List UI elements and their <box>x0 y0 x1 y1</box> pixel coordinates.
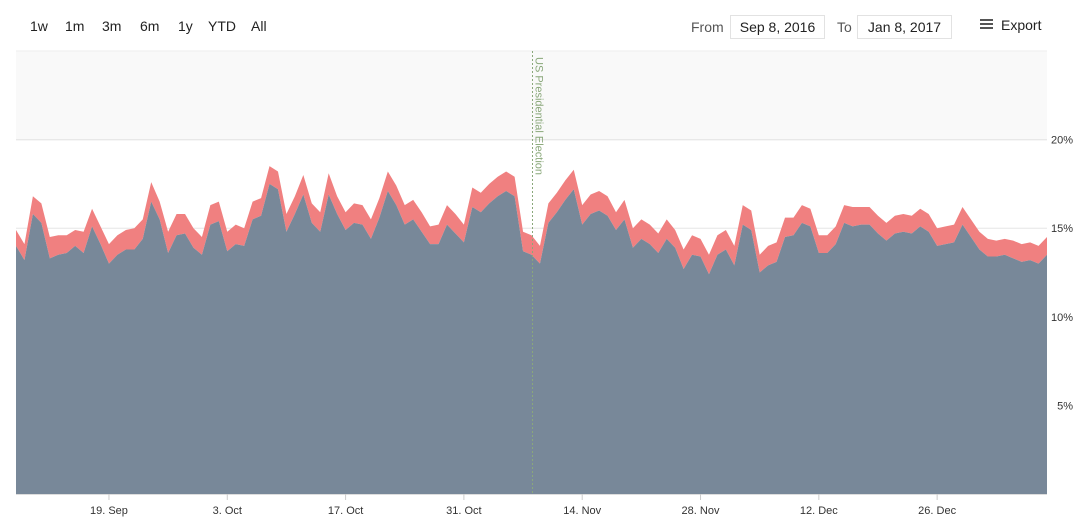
x-tick-label: 19. Sep <box>90 505 128 517</box>
to-date-input[interactable]: Jan 8, 2017 <box>857 15 952 39</box>
menu-icon <box>980 19 993 29</box>
export-button[interactable]: Export <box>980 17 1041 33</box>
y-tick-label: 10% <box>1051 312 1073 324</box>
x-tick-label: 26. Dec <box>918 505 956 517</box>
x-axis-ticks: 19. Sep 3. Oct 17. Oct 31. Oct 14. Nov 28. No… <box>90 494 957 517</box>
y-axis-ticks: 5% 10% 15% 20% <box>1051 135 1073 413</box>
y-tick-label: 5% <box>1057 400 1073 412</box>
to-label: To <box>837 19 852 35</box>
chart-areas <box>16 166 1047 494</box>
export-label: Export <box>1001 17 1042 33</box>
y-tick-label: 15% <box>1051 223 1073 235</box>
range-button-ytd[interactable]: YTD <box>208 18 236 34</box>
plot-overflow-band <box>16 51 1047 141</box>
y-tick-label: 20% <box>1051 135 1073 147</box>
range-button-1w[interactable]: 1w <box>30 18 48 34</box>
annotation-label: US Presidential Election <box>533 57 545 175</box>
area-series-0 <box>16 183 1047 494</box>
x-tick-label: 28. Nov <box>682 505 720 517</box>
chart-annotations: US Presidential Election <box>532 51 545 494</box>
toolbar: 1w 1m 3m 6m 1y YTD All From Sep 8, 2016 … <box>0 0 1088 52</box>
from-label: From <box>691 19 724 35</box>
range-button-all[interactable]: All <box>251 18 267 34</box>
x-tick-label: 12. Dec <box>800 505 838 517</box>
x-tick-label: 3. Oct <box>213 505 242 517</box>
x-tick-label: 14. Nov <box>563 505 601 517</box>
from-date-input[interactable]: Sep 8, 2016 <box>730 15 825 39</box>
x-tick-label: 31. Oct <box>446 505 481 517</box>
range-button-1y[interactable]: 1y <box>178 18 193 34</box>
area-series-1 <box>16 166 1047 275</box>
range-button-6m[interactable]: 6m <box>140 18 160 34</box>
range-button-1m[interactable]: 1m <box>65 18 85 34</box>
range-button-3m[interactable]: 3m <box>102 18 122 34</box>
x-tick-label: 17. Oct <box>328 505 363 517</box>
